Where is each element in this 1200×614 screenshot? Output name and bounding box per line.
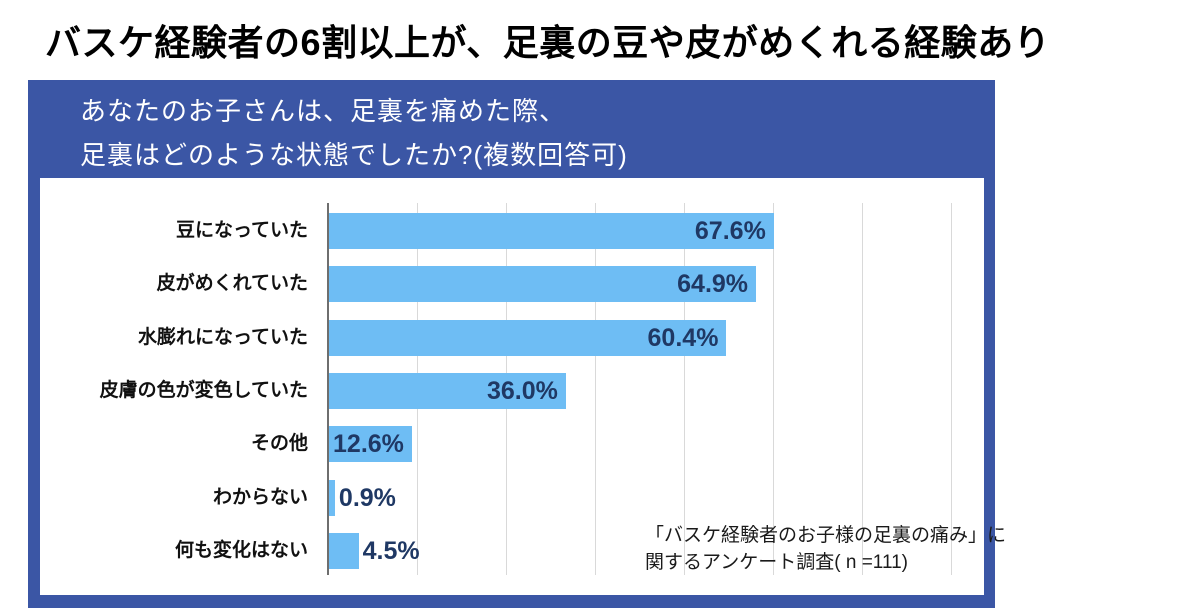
question-line-2: 足裏はどのような状態でしたか?(複数回答可) bbox=[80, 140, 628, 170]
category-label: 皮がめくれていた bbox=[156, 273, 308, 295]
value-label: 67.6% bbox=[694, 217, 766, 245]
category-label: 皮膚の色が変色していた bbox=[99, 379, 308, 401]
category-label: 豆になっていた bbox=[175, 220, 308, 241]
value-label: 36.0% bbox=[486, 376, 558, 405]
value-label: 12.6% bbox=[333, 430, 404, 459]
bar bbox=[329, 532, 359, 569]
value-label: 64.9% bbox=[677, 270, 749, 299]
category-label: その他 bbox=[250, 433, 308, 455]
chart-panel: 豆になっていた 67.6% 皮がめくれていた 64.9% 水膨れになっていた 60.4% 皮… bbox=[40, 178, 1007, 595]
bar bbox=[329, 479, 335, 516]
value-label: 0.9% bbox=[338, 483, 396, 512]
category-label: わからない bbox=[212, 486, 308, 508]
bar bbox=[329, 426, 412, 463]
source-note: 「バスケ経験者のお子様の足裏の痛み」に 関するアンケート調査( n =111) bbox=[645, 522, 1007, 576]
gridline bbox=[862, 203, 863, 575]
bar bbox=[329, 319, 727, 356]
gridline bbox=[773, 203, 774, 575]
bar bbox=[329, 266, 756, 303]
value-label: 4.5% bbox=[362, 536, 420, 565]
bar bbox=[329, 372, 566, 409]
category-label: 何も変化はない bbox=[174, 539, 308, 561]
question-header: あなたのお子さんは、足裏を痛めた際、 足裏はどのような状態でしたか?(複数回答可… bbox=[28, 80, 995, 178]
gridline bbox=[595, 203, 596, 575]
bar bbox=[329, 213, 774, 249]
page-title: バスケ経験者の6割以上が、足裏の豆や皮がめくれる経験あり bbox=[45, 22, 1051, 63]
category-label: 水膨れになっていた bbox=[137, 326, 308, 348]
question-line-1: あなたのお子さんは、足裏を痛めた際、 bbox=[80, 96, 567, 126]
gridline bbox=[951, 203, 952, 575]
y-axis-line bbox=[327, 203, 329, 575]
source-note-line-2: 関するアンケート調査( n =111) bbox=[645, 552, 908, 573]
gridline bbox=[684, 203, 685, 575]
value-label: 60.4% bbox=[647, 323, 719, 352]
survey-card: あなたのお子さんは、足裏を痛めた際、 足裏はどのような状態でしたか?(複数回答可… bbox=[28, 80, 1007, 608]
source-note-line-1: 「バスケ経験者のお子様の足裏の痛み」に bbox=[645, 525, 1007, 546]
